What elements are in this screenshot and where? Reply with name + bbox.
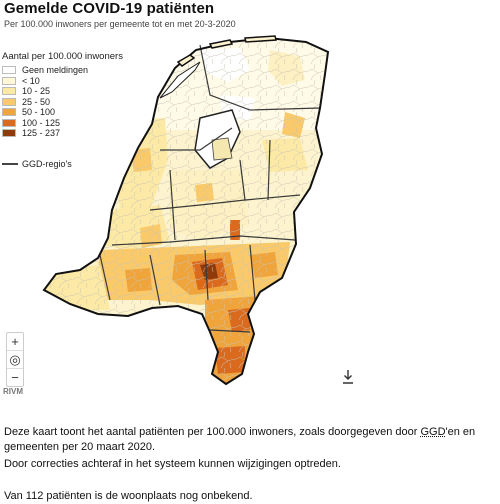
legend-label: 100 - 125 — [22, 117, 61, 128]
legend-label: < 10 — [22, 75, 40, 86]
legend-label: 25 - 50 — [22, 96, 51, 107]
flevoland-polder — [211, 137, 233, 161]
legend-item: Geen meldingen — [2, 65, 123, 76]
locate-icon[interactable]: ◎ — [7, 350, 23, 368]
legend-label: 10 - 25 — [22, 86, 51, 97]
legend-title: Aantal per 100.000 inwoners — [2, 51, 123, 62]
legend-item: 125 - 237 — [2, 128, 123, 139]
legend-swatch — [2, 129, 16, 138]
legend-swatch — [2, 118, 16, 127]
legend-item: 100 - 125 — [2, 118, 123, 129]
island-ameland — [244, 35, 277, 43]
legend-item: < 10 — [2, 76, 123, 87]
legend-swatch — [2, 87, 16, 96]
netherlands-map[interactable] — [0, 0, 500, 400]
map-title: Gemelde COVID-19 patiënten — [4, 0, 215, 17]
legend-swatch — [2, 76, 16, 85]
ggd-line-icon — [2, 162, 18, 165]
description-line-1: Deze kaart toont het aantal patiënten pe… — [4, 426, 476, 453]
zoom-in-button[interactable]: + — [11, 334, 19, 349]
legend-ggd: GGD-regio's — [2, 159, 123, 169]
ggd-borders — [99, 44, 321, 333]
island-vlieland — [208, 39, 234, 49]
legend-label: 50 - 100 — [22, 107, 56, 118]
wadden-sea — [159, 61, 201, 99]
description-line-3: Van 112 patiënten is de woonplaats nog o… — [4, 490, 253, 502]
legend-label: Geen meldingen — [22, 65, 89, 76]
legend-item: 50 - 100 — [2, 107, 123, 118]
island-texel — [176, 54, 196, 67]
zoom-out-button[interactable]: − — [7, 368, 23, 386]
legend-ggd-label: GGD-regio's — [22, 158, 72, 169]
map-credit: RIVM — [3, 387, 23, 396]
download-icon[interactable] — [342, 369, 354, 385]
legend-swatch — [2, 66, 16, 75]
legend-item: 10 - 25 — [2, 86, 123, 97]
legend-item: 25 - 50 — [2, 97, 123, 108]
legend-swatch — [2, 97, 16, 106]
map-legend: Aantal per 100.000 inwoners Geen melding… — [2, 51, 123, 169]
zoom-control: + ◎ − — [6, 332, 24, 387]
legend-label: 125 - 237 — [22, 128, 61, 139]
legend-swatch — [2, 108, 16, 117]
ggd-link[interactable]: GGD — [420, 426, 446, 438]
map-subtitle: Per 100.000 inwoners per gemeente tot en… — [4, 19, 236, 29]
description-line-2: Door correcties achteraf in het systeem … — [4, 458, 341, 470]
